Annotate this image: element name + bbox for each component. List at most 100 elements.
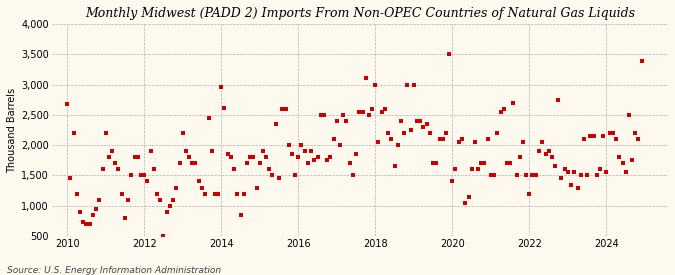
Point xyxy=(421,122,432,126)
Point xyxy=(373,140,384,144)
Point xyxy=(363,112,374,117)
Point xyxy=(110,161,121,166)
Point xyxy=(402,82,412,87)
Point xyxy=(633,137,644,141)
Text: Source: U.S. Energy Information Administration: Source: U.S. Energy Information Administ… xyxy=(7,266,221,275)
Point xyxy=(194,179,205,184)
Point xyxy=(165,204,176,208)
Point xyxy=(148,167,159,172)
Point xyxy=(312,155,323,160)
Point xyxy=(245,155,256,160)
Point xyxy=(319,112,329,117)
Point xyxy=(113,167,124,172)
Point xyxy=(84,222,95,226)
Point xyxy=(518,140,529,144)
Point xyxy=(534,149,545,153)
Title: Monthly Midwest (PADD 2) Imports From Non-OPEC Countries of Natural Gas Liquids: Monthly Midwest (PADD 2) Imports From No… xyxy=(85,7,635,20)
Point xyxy=(271,122,281,126)
Point xyxy=(286,152,297,156)
Point xyxy=(531,173,541,178)
Point xyxy=(560,167,570,172)
Point xyxy=(302,161,313,166)
Point xyxy=(242,161,252,166)
Point xyxy=(514,155,525,160)
Point xyxy=(492,131,503,135)
Point xyxy=(460,200,470,205)
Point xyxy=(97,167,108,172)
Point xyxy=(78,220,88,224)
Point xyxy=(521,173,532,178)
Point xyxy=(280,106,291,111)
Point xyxy=(546,155,557,160)
Point xyxy=(431,161,441,166)
Point xyxy=(161,210,172,214)
Point xyxy=(454,140,464,144)
Point xyxy=(119,216,130,220)
Point xyxy=(614,155,624,160)
Point xyxy=(367,106,377,111)
Point xyxy=(444,52,455,56)
Point xyxy=(553,97,564,102)
Point xyxy=(456,137,467,141)
Point xyxy=(74,210,85,214)
Point xyxy=(595,167,605,172)
Point xyxy=(248,155,259,160)
Point xyxy=(591,173,602,178)
Point xyxy=(325,155,335,160)
Point xyxy=(447,179,458,184)
Point xyxy=(155,197,166,202)
Point xyxy=(550,164,561,169)
Point xyxy=(136,173,146,178)
Point xyxy=(300,149,310,153)
Point xyxy=(309,158,320,163)
Point xyxy=(62,102,73,106)
Point xyxy=(103,155,114,160)
Point xyxy=(81,222,92,226)
Point xyxy=(261,155,272,160)
Point xyxy=(463,194,474,199)
Point xyxy=(90,207,101,211)
Point xyxy=(132,155,143,160)
Point xyxy=(505,161,516,166)
Point xyxy=(598,134,609,138)
Point xyxy=(180,149,191,153)
Point xyxy=(537,140,547,144)
Point xyxy=(630,131,641,135)
Point xyxy=(440,131,451,135)
Point xyxy=(126,173,137,178)
Point xyxy=(203,116,214,120)
Point xyxy=(216,85,227,89)
Point xyxy=(569,170,580,175)
Point xyxy=(331,119,342,123)
Point xyxy=(418,125,429,129)
Point xyxy=(65,176,76,181)
Point xyxy=(354,109,364,114)
Point xyxy=(582,173,593,178)
Point xyxy=(386,137,397,141)
Point xyxy=(68,131,79,135)
Point xyxy=(213,191,223,196)
Point xyxy=(370,82,381,87)
Point xyxy=(101,131,111,135)
Point xyxy=(344,161,355,166)
Point xyxy=(476,161,487,166)
Point xyxy=(524,191,535,196)
Point xyxy=(142,179,153,184)
Point xyxy=(450,167,461,172)
Point xyxy=(251,185,262,190)
Point xyxy=(117,191,128,196)
Point xyxy=(383,131,394,135)
Point xyxy=(543,149,554,153)
Point xyxy=(508,100,518,105)
Y-axis label: Thousand Barrels: Thousand Barrels xyxy=(7,87,17,172)
Point xyxy=(235,213,246,217)
Point xyxy=(601,170,612,175)
Point xyxy=(306,149,317,153)
Point xyxy=(190,161,201,166)
Point xyxy=(178,131,188,135)
Point xyxy=(145,149,156,153)
Point xyxy=(479,161,490,166)
Point xyxy=(627,158,638,163)
Point xyxy=(94,197,105,202)
Point xyxy=(167,197,178,202)
